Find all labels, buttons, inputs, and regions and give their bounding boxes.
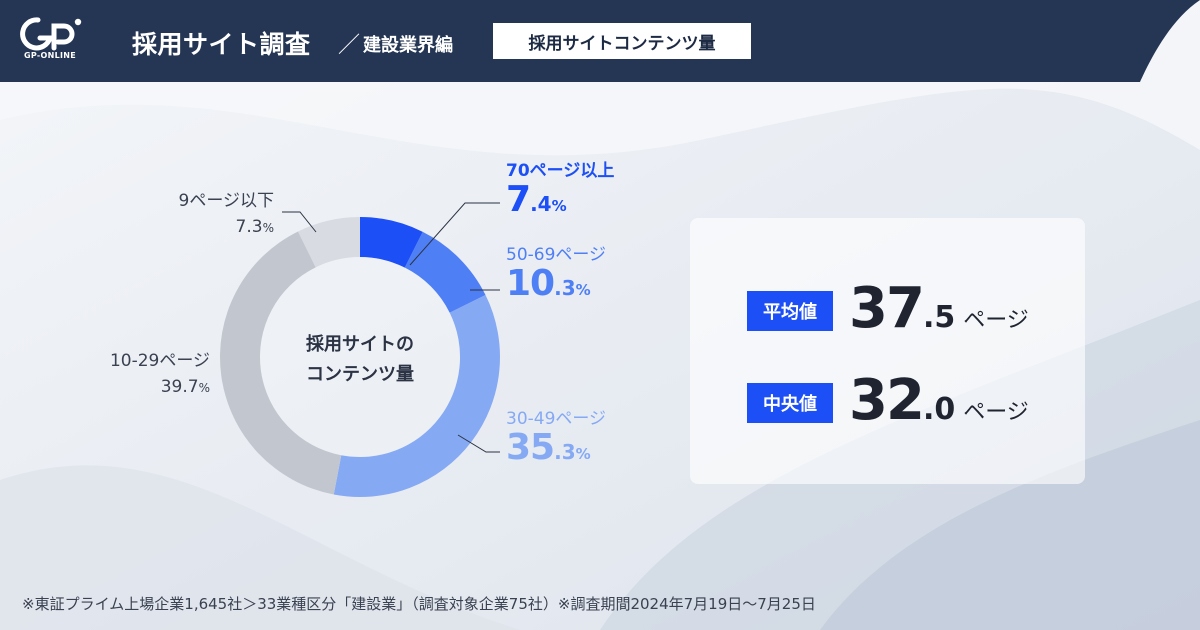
donut-chart <box>220 202 501 497</box>
label-30-49-name: 30-49ページ <box>506 409 607 429</box>
title-separator: ／ <box>338 33 361 58</box>
stat-mean-int: 37 <box>849 276 925 341</box>
page-title: 採用サイト調査 <box>132 30 311 59</box>
leader-line-0 <box>409 202 500 266</box>
stat-median-int: 32 <box>849 368 925 433</box>
label-50-69-name: 50-69ページ <box>506 245 607 265</box>
footnote: ※東証プライム上場企業1,645社＞33業種区分「建設業」（調査対象企業75社）… <box>22 595 816 613</box>
label-9-below-pct: % <box>262 221 274 235</box>
slice-0 <box>360 217 423 268</box>
leader-line-2 <box>457 434 500 453</box>
label-10-29-pct: % <box>198 381 210 395</box>
label-10-29-name: 10-29ページ <box>109 351 210 371</box>
donut-hole <box>260 257 460 457</box>
label-50-69-value-int: 10 <box>506 263 555 304</box>
center-label-line-2: コンテンツ量 <box>306 364 414 385</box>
center-label-line-1: 採用サイトの <box>306 334 414 355</box>
stat-mean-badge: 平均値 <box>747 291 833 331</box>
label-50-69-pct: % <box>575 281 591 299</box>
label-70-plus-value-dec: .4 <box>530 192 552 216</box>
label-9-below-value: 7.3 <box>235 217 263 237</box>
stats-panel <box>690 218 1085 484</box>
label-30-49-pct: % <box>575 445 591 463</box>
label-70-plus-name: 70ページ以上 <box>506 161 615 181</box>
logo-text: GP-ONLINE <box>24 51 77 60</box>
leader-line-4 <box>282 211 317 233</box>
slice-1 <box>404 231 486 313</box>
stat-mean: 平均値 37 .5 ページ <box>747 276 1029 341</box>
stat-mean-dec: .5 <box>922 300 956 335</box>
donut-center-label: 採用サイトの コンテンツ量 <box>260 330 460 390</box>
label-70-plus: 70ページ以上 7.4% <box>506 156 614 220</box>
label-50-69: 50-69ページ 10.3% <box>506 240 606 304</box>
label-10-29-value: 39.7 <box>160 377 199 397</box>
label-50-69-value-dec: .3 <box>554 276 576 300</box>
label-9-below: 9ページ以下 7.3% <box>160 186 274 237</box>
label-10-29: 10-29ページ 39.7% <box>94 346 210 397</box>
slice-3 <box>220 231 342 495</box>
slice-2 <box>333 295 501 497</box>
stat-median: 中央値 32 .0 ページ <box>747 368 1029 433</box>
gp-online-logo[interactable] <box>20 16 112 64</box>
stat-median-unit: ページ <box>963 400 1029 425</box>
label-30-49-value-int: 35 <box>506 427 555 468</box>
label-30-49-value-dec: .3 <box>554 440 576 464</box>
label-70-plus-value-int: 7 <box>506 179 531 220</box>
label-9-below-name: 9ページ以下 <box>178 191 274 211</box>
page-subtitle: 建設業界編 <box>363 35 453 56</box>
label-30-49: 30-49ページ 35.3% <box>506 404 606 468</box>
header-bar: GP-ONLINE 採用サイト調査 ／ 建設業界編 採用サイトコンテンツ量 <box>0 0 1200 82</box>
label-70-plus-pct: % <box>551 197 567 215</box>
stat-median-dec: .0 <box>922 392 956 427</box>
topic-tag: 採用サイトコンテンツ量 <box>493 23 751 59</box>
stat-median-badge: 中央値 <box>747 383 833 423</box>
stat-mean-unit: ページ <box>963 308 1029 333</box>
